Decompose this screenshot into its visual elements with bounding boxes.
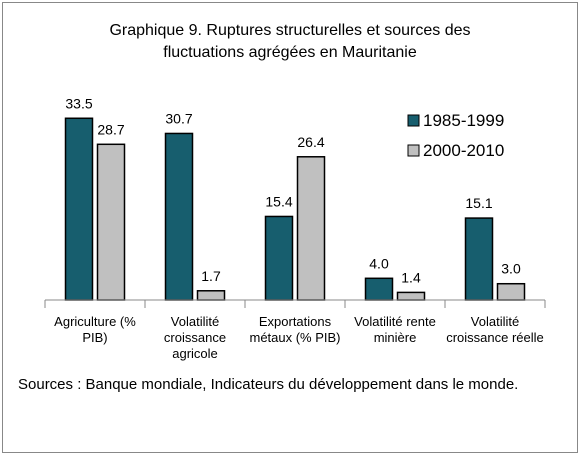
x-tick-label: Volatilité croissance réelle xyxy=(446,314,544,345)
x-tick-label: Volatilité croissance agricole xyxy=(163,314,227,361)
x-tick-label: Exportations métaux (% PIB) xyxy=(249,314,341,345)
legend-label: 2000-2010 xyxy=(423,141,504,160)
value-label: 3.0 xyxy=(501,261,521,277)
legend-swatch xyxy=(407,144,420,157)
bar xyxy=(164,132,194,301)
value-label: 4.0 xyxy=(369,255,389,271)
bar xyxy=(496,282,526,301)
value-label: 33.5 xyxy=(65,95,92,111)
chart-title: Graphique 9. Ruptures structurelles et s… xyxy=(109,22,471,61)
x-tick-label: Agriculture (% PIB) xyxy=(54,314,136,345)
value-label: 1.7 xyxy=(201,268,221,284)
value-label: 26.4 xyxy=(297,134,324,150)
source-note: Sources : Banque mondiale, Indicateurs d… xyxy=(18,376,519,393)
value-label: 28.7 xyxy=(97,121,124,137)
bar xyxy=(364,277,394,301)
legend-swatch xyxy=(407,114,420,127)
bar xyxy=(296,156,326,301)
value-label: 15.1 xyxy=(465,195,492,211)
x-tick-label: Volatilité rente minière xyxy=(354,314,436,345)
bar xyxy=(464,217,494,301)
legend-label: 1985-1999 xyxy=(423,111,504,130)
bar xyxy=(64,117,94,301)
value-label: 30.7 xyxy=(165,110,192,126)
bar xyxy=(196,290,226,301)
value-label: 15.4 xyxy=(265,193,292,209)
bar xyxy=(96,143,126,301)
value-label: 1.4 xyxy=(401,269,421,285)
bar xyxy=(396,291,426,301)
bar xyxy=(264,215,294,301)
